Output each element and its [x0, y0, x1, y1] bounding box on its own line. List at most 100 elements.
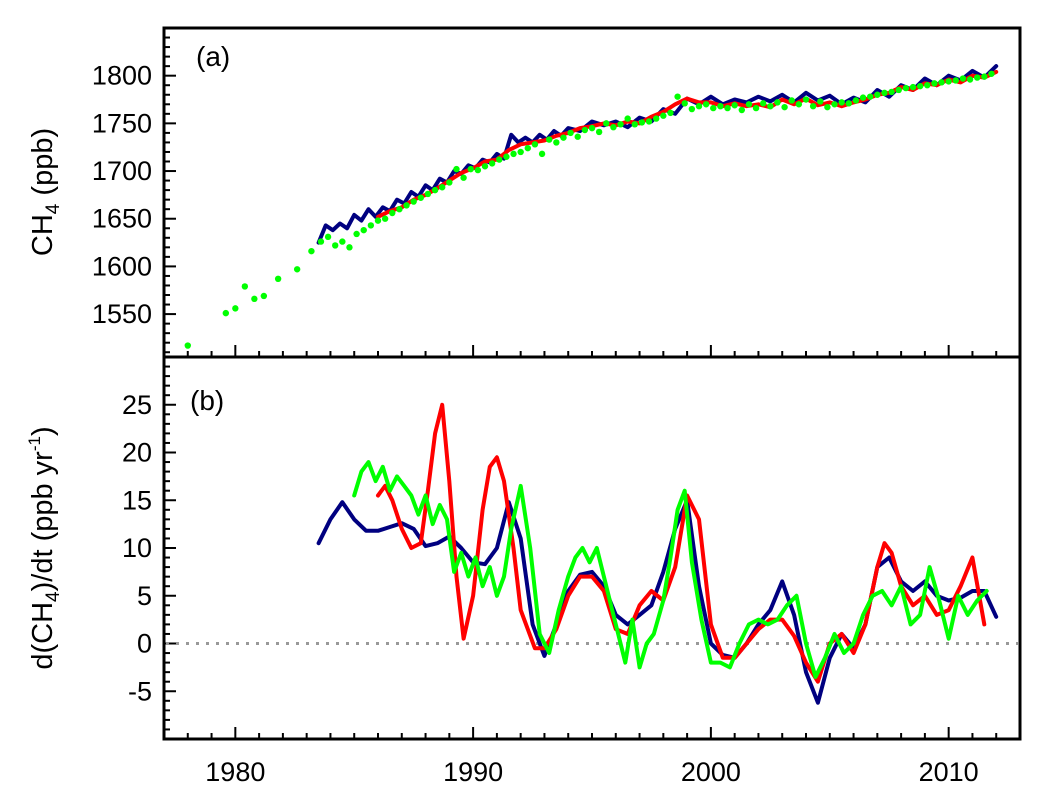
- panel-a-data-point: [617, 121, 624, 128]
- panel-b-ylabel: d(CH4)/dt (ppb yr-1): [25, 426, 64, 669]
- panel-b-ytick-label: 0: [137, 629, 152, 659]
- panel-a-label: (a): [196, 41, 230, 72]
- panel-a: 1550 1600 1650 1700 1750 1800 (a) CH4 (ppb): [27, 26, 1022, 359]
- panel-a-data-point: [817, 98, 824, 105]
- panel-a-data-point: [638, 119, 646, 126]
- panel-a-data-point: [446, 179, 453, 186]
- panel-a-ytick-label: 1750: [92, 108, 152, 138]
- panel-a-data-point: [332, 242, 339, 249]
- panel-a-data-point: [795, 101, 803, 108]
- panel-a-data-point: [251, 295, 258, 303]
- panel-a-data-point: [184, 342, 191, 349]
- panel-a-data-point: [346, 244, 353, 251]
- panel-a-data-point: [674, 93, 681, 100]
- panel-a-data-point: [588, 124, 596, 132]
- panel-a-data-point: [260, 292, 268, 300]
- panel-b-xtick-label: 1980: [205, 757, 265, 787]
- panel-a-data-point: [241, 283, 249, 290]
- panel-a-data-point: [874, 91, 881, 98]
- panel-a-data-point: [802, 96, 810, 103]
- panel-a-data-point: [881, 89, 888, 97]
- panel-a-data-point: [308, 247, 315, 255]
- panel-a-series-1-line: [376, 69, 999, 219]
- panel-a-data-point: [710, 104, 717, 112]
- panel-a-data-point: [838, 99, 845, 106]
- panel-a-data-point: [831, 101, 838, 108]
- panel-a-data-point: [574, 133, 581, 140]
- panel-a-axis-ticks: 1550 1600 1650 1700 1750 1800: [92, 36, 998, 357]
- panel-a-data-point: [809, 102, 817, 110]
- panel-a-data-point: [546, 136, 553, 143]
- panel-a-data-point: [959, 75, 967, 82]
- panel-b: -5 0 5 10 15 20 25 1980 1990 2000 2010 (b) d(CH4)/…: [25, 355, 1022, 787]
- panel-a-data-point: [931, 80, 938, 87]
- panel-a-data-point: [859, 94, 867, 101]
- panel-a-data-point: [595, 128, 603, 136]
- panel-b-ytick-label: 20: [122, 438, 152, 468]
- panel-b-xtick-label: 2010: [919, 757, 979, 787]
- panel-a-data-point: [981, 73, 988, 80]
- panel-a-ytick-label: 1650: [92, 204, 152, 234]
- panel-a-data-point: [738, 106, 745, 114]
- panel-a-data-point: [417, 194, 424, 201]
- panel-a-data-point: [717, 102, 724, 110]
- panel-a-data-point: [560, 134, 567, 141]
- panel-a-data-point: [610, 123, 617, 131]
- panel-a-data-point: [909, 83, 917, 91]
- panel-a-data-point: [317, 238, 325, 245]
- panel-a-data-point: [293, 266, 301, 273]
- panel-a-data-point: [531, 141, 539, 148]
- panel-b-xtick-label: 1990: [443, 757, 503, 787]
- panel-a-data-point: [374, 217, 382, 224]
- panel-a-data-point: [974, 74, 981, 81]
- panel-a-data-point: [353, 230, 360, 238]
- panel-a-data-point: [581, 126, 589, 134]
- panel-a-data-point: [517, 148, 524, 156]
- panel-a-data-point: [695, 102, 703, 110]
- panel-a-data-point: [381, 215, 389, 222]
- panel-a-ytick-label: 1550: [92, 299, 152, 329]
- panel-a-data-point: [916, 82, 924, 90]
- panel-b-label: (b): [190, 385, 224, 416]
- panel-a-data-point: [222, 309, 230, 317]
- panel-b-plot-area: [166, 402, 1018, 705]
- panel-a-data-point: [431, 186, 439, 194]
- panel-a-data-point: [567, 129, 574, 137]
- panel-a-data-point: [467, 165, 474, 173]
- panel-a-data-point: [410, 198, 417, 205]
- panel-a-data-point: [538, 150, 546, 158]
- panel-a-data-point: [702, 101, 710, 108]
- panel-b-ytick-label: 10: [122, 533, 152, 563]
- panel-a-plot-area: [184, 64, 999, 349]
- panel-a-data-point: [902, 84, 910, 92]
- panel-b-ytick-label: 25: [122, 390, 152, 420]
- panel-a-data-point: [752, 104, 760, 112]
- panel-a-data-point: [474, 166, 482, 174]
- panel-b-xtick-label: 2000: [681, 757, 741, 787]
- panel-b-frame: [162, 355, 1022, 741]
- panel-a-series-2-points: [184, 70, 995, 349]
- panel-b-ytick-label: 15: [122, 485, 152, 515]
- panel-a-data-point: [389, 209, 396, 217]
- panel-a-ylabel: CH4 (ppb): [27, 128, 64, 256]
- panel-a-data-point: [824, 103, 831, 111]
- panel-a-data-point: [688, 105, 696, 113]
- panel-a-data-point: [367, 222, 375, 229]
- panel-a-data-point: [645, 118, 653, 125]
- panel-a-ytick-label: 1600: [92, 251, 152, 281]
- panel-a-data-point: [524, 144, 531, 152]
- panel-a-data-point: [774, 99, 781, 106]
- panel-b-series-2-line: [352, 460, 989, 679]
- panel-a-data-point: [781, 103, 788, 111]
- panel-a-data-point: [339, 238, 346, 245]
- panel-a-data-point: [760, 100, 767, 107]
- panel-a-data-point: [952, 77, 959, 84]
- panel-a-data-point: [938, 79, 945, 86]
- panel-a-data-point: [624, 115, 631, 122]
- panel-a-data-point: [481, 163, 489, 170]
- panel-a-data-point: [510, 150, 517, 158]
- panel-a-data-point: [403, 202, 410, 209]
- panel-a-data-point: [488, 160, 496, 167]
- panel-a-data-point: [681, 100, 688, 107]
